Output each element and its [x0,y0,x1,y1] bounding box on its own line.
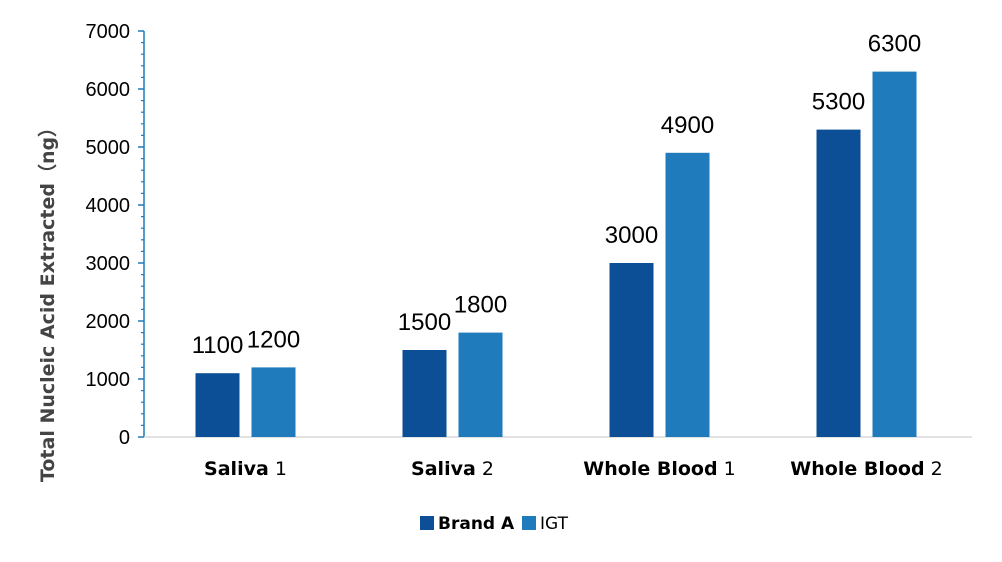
y-axis: 0 1000 2000 3000 4000 5000 6000 7000 [86,21,145,449]
data-label: 1100 [192,332,244,359]
y-tick-label: 7000 [86,21,131,43]
x-tick-label: Whole Blood 1 [583,458,735,480]
data-label: 4900 [661,112,714,139]
bar-igt [251,367,296,437]
data-label: 3000 [605,222,658,249]
bar-brand-a [609,263,654,437]
legend-label: IGT [540,514,569,534]
bars [195,71,917,438]
bar-igt [458,332,503,437]
x-tick-label: Saliva 1 [204,458,287,480]
y-tick-label: 2000 [86,311,131,333]
bar-brand-a [402,350,447,437]
x-tick-label: Whole Blood 2 [790,458,942,480]
data-label: 6300 [868,31,921,58]
x-tick-label: Saliva 2 [411,458,494,480]
bar-brand-a [816,129,861,437]
bar-igt [872,71,917,437]
bar-brand-a [195,373,240,437]
y-tick-label: 4000 [86,195,131,217]
y-tick-label: 1000 [86,369,131,391]
bar-igt [665,152,710,438]
data-label: 1800 [454,292,507,319]
data-label: 1500 [398,309,451,336]
legend-swatch [522,516,536,530]
legend: Brand A IGT [420,514,569,534]
x-axis: Saliva 1 Saliva 2 Whole Blood 1 Whole Blood… [144,436,972,480]
y-tick-label: 5000 [86,137,131,159]
legend-label: Brand A [438,514,515,534]
legend-swatch [420,516,434,530]
y-tick-label: 6000 [86,79,131,101]
y-axis-label: Total Nucleic Acid Extracted（ng） [36,118,59,482]
data-label: 1200 [247,326,300,353]
data-label: 5300 [812,89,865,116]
y-tick-label: 3000 [86,253,131,275]
y-tick-label: 0 [119,427,130,449]
